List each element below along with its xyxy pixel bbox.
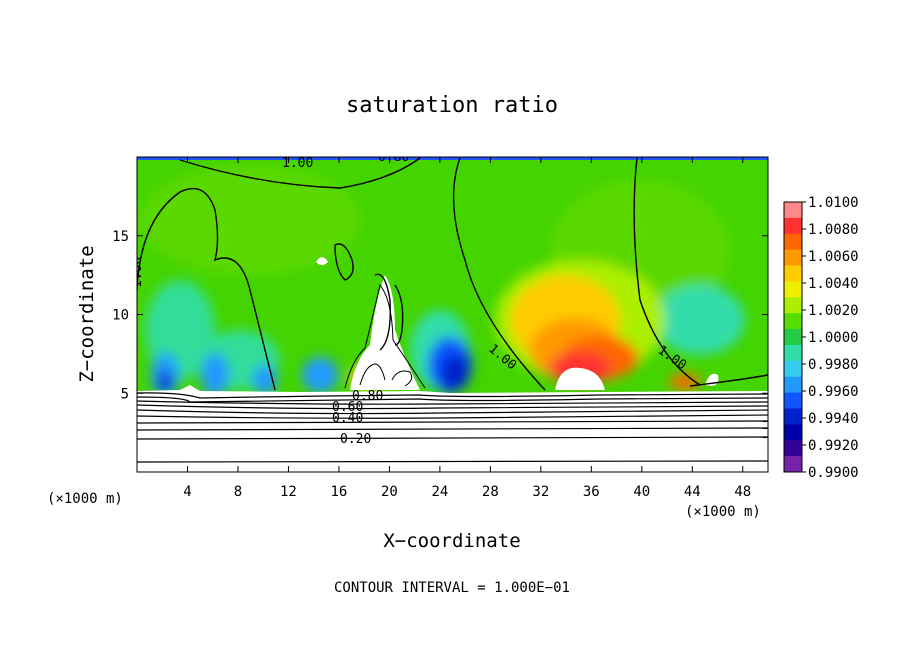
x-unit-label-right: (×1000 m) [685, 504, 761, 520]
colorbar-swatch [784, 297, 802, 314]
colorbar-swatch [784, 456, 802, 473]
colorbar-label: 0.9900 [808, 465, 859, 481]
colorbar-label: 0.9920 [808, 438, 859, 454]
contour-label: 0.80 [378, 150, 409, 165]
colorbar-label: 1.0040 [808, 276, 859, 292]
x-tick-label: 36 [583, 484, 600, 500]
colorbar-label: 1.0080 [808, 222, 859, 238]
x-tick-label: 8 [234, 484, 242, 500]
colorbar-label: 0.9980 [808, 357, 859, 373]
colorbar-label: 0.9960 [808, 384, 859, 400]
contour-label: 1.00 [130, 257, 145, 288]
colorbar-swatch [784, 281, 802, 298]
colorbar-swatch [784, 217, 802, 235]
colorbar-swatch [784, 329, 802, 346]
x-tick-label: 44 [684, 484, 701, 500]
contour-lines [137, 157, 768, 391]
colorbar-label: 0.9940 [808, 411, 859, 427]
colorbar-swatch [784, 202, 802, 219]
contour-interval-footer: CONTOUR INTERVAL = 1.000E−01 [334, 580, 570, 596]
x-tick-label: 28 [482, 484, 499, 500]
x-tick-label: 48 [734, 484, 751, 500]
cloud-contours [344, 283, 426, 389]
plot-area: 1.00 0.80 1.00 1.00 1.00 0.80 0.60 0.40 … [130, 150, 768, 472]
y-axis-label: Z−coordinate [76, 245, 98, 382]
saturation-field [140, 165, 745, 397]
colorbar-label: 1.0100 [808, 195, 859, 211]
contour-label: 1.00 [282, 156, 313, 171]
x-tick-label: 20 [381, 484, 398, 500]
contour-label: 0.80 [352, 389, 383, 404]
y-tick-label: 15 [112, 229, 129, 245]
x-tick-label: 16 [330, 484, 347, 500]
y-tick-label: 5 [121, 386, 129, 402]
white-patches [137, 157, 768, 390]
x-tick-label: 24 [431, 484, 448, 500]
x-axis-ticks: 4 8 12 16 20 24 28 32 36 40 44 48 [183, 157, 751, 500]
colorbar-swatch [784, 344, 802, 362]
colorbar-swatch [784, 424, 802, 441]
colorbar-swatch [784, 233, 802, 251]
colorbar-swatch [784, 265, 802, 282]
colorbar-swatch [784, 249, 802, 267]
x-unit-label-left: (×1000 m) [47, 491, 123, 507]
x-tick-label: 40 [633, 484, 650, 500]
colorbar: 1.0100 1.0080 1.0060 1.0040 1.0020 1.0000 0.99… [783, 195, 859, 481]
contour-label: 0.60 [332, 400, 363, 415]
colorbar-swatch [784, 376, 802, 394]
colorbar-swatch [784, 313, 802, 330]
colorbar-label: 1.0000 [808, 330, 859, 346]
y-axis-ticks: 5 10 15 [112, 229, 768, 402]
colorbar-label: 1.0020 [808, 303, 859, 319]
x-axis-label: X−coordinate [383, 530, 520, 552]
contour-label: 0.20 [340, 432, 371, 447]
contour-label: 0.40 [332, 411, 363, 426]
x-tick-label: 4 [183, 484, 191, 500]
lower-contours [137, 392, 768, 463]
chart-title: saturation ratio [346, 93, 558, 118]
y-tick-label: 10 [112, 308, 129, 324]
x-tick-label: 12 [280, 484, 297, 500]
colorbar-label: 1.0060 [808, 249, 859, 265]
colorbar-swatch [784, 392, 802, 409]
x-tick-label: 32 [532, 484, 549, 500]
colorbar-swatch [784, 408, 802, 425]
colorbar-swatch [784, 360, 802, 378]
colorbar-swatch [784, 440, 802, 457]
